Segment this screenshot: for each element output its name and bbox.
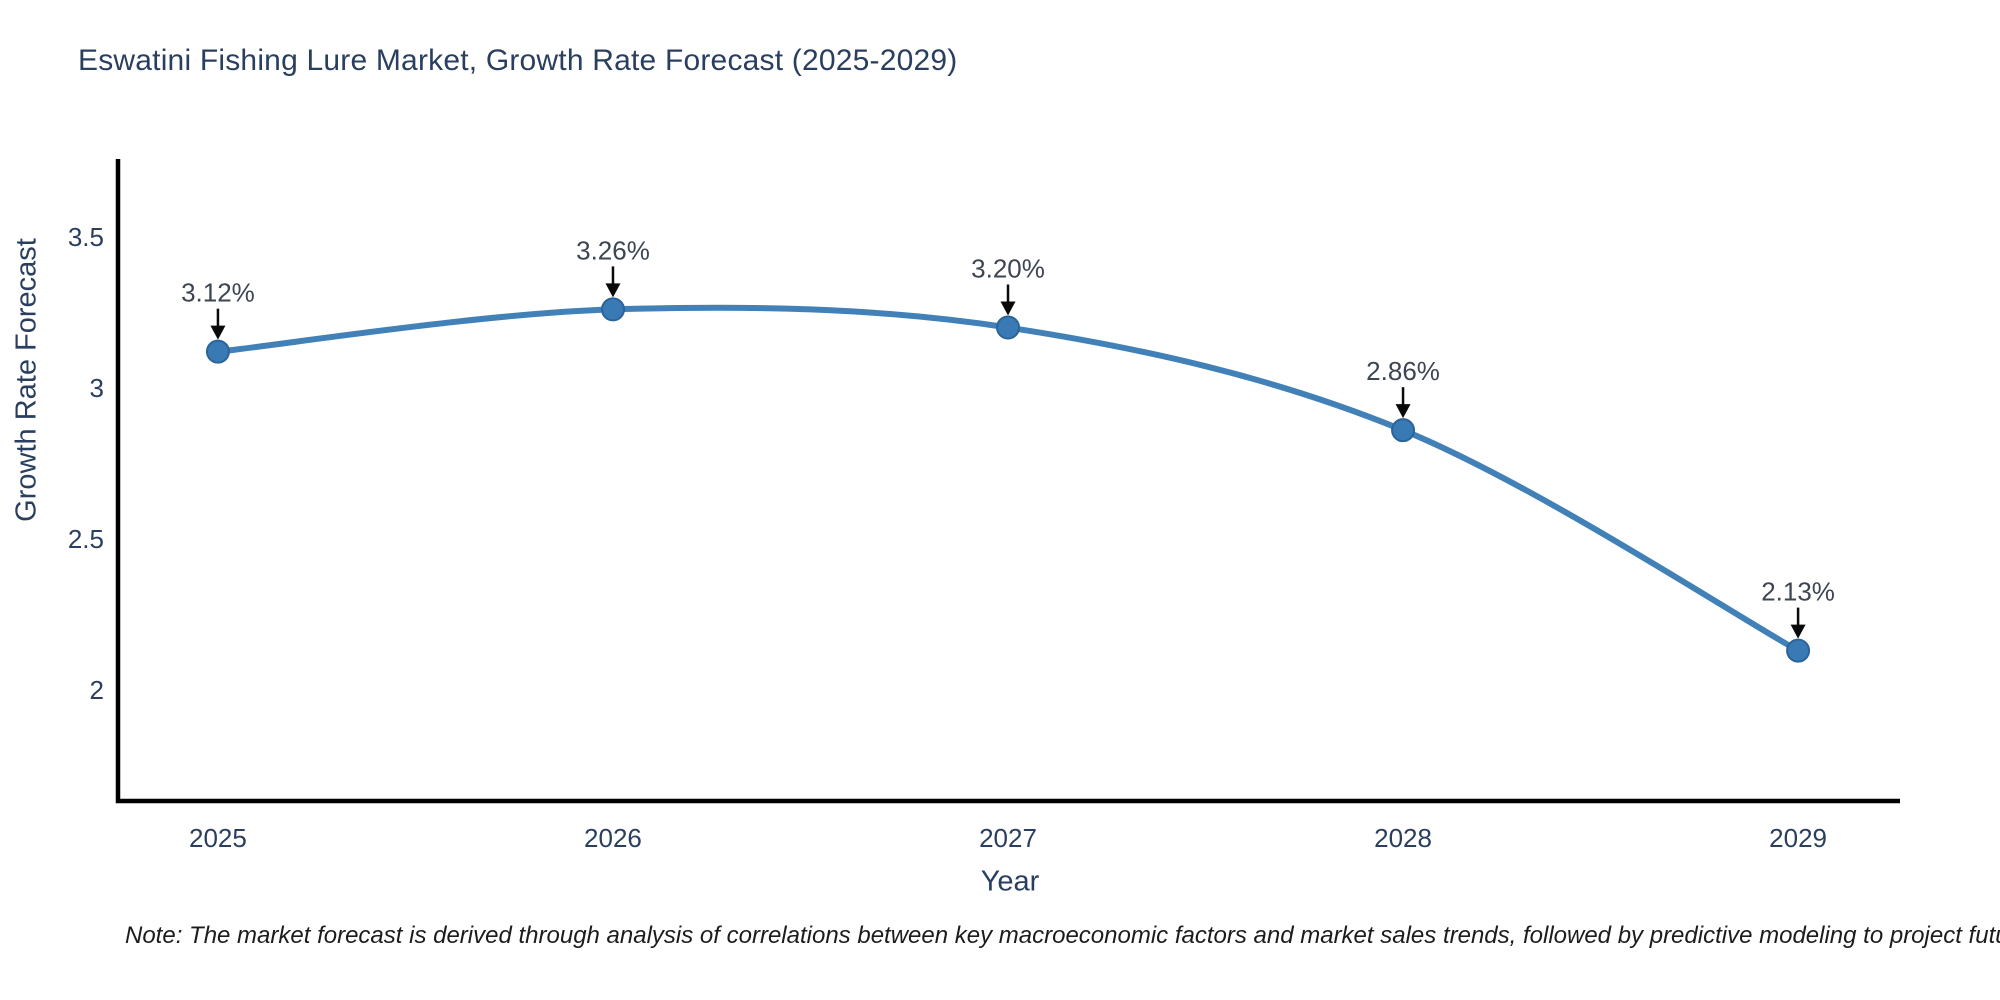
- x-tick-label: 2027: [979, 823, 1037, 853]
- trend-line: [214, 304, 1802, 654]
- y-tick-label: 2: [90, 675, 104, 705]
- y-tick-label: 2.5: [68, 524, 104, 554]
- y-tick-label: 3: [90, 373, 104, 403]
- data-point-2026[interactable]: [600, 297, 625, 322]
- data-point-2027[interactable]: [996, 315, 1021, 340]
- annotation-arrowhead-icon: [1790, 624, 1806, 639]
- chart-title: Eswatini Fishing Lure Market, Growth Rat…: [78, 44, 958, 77]
- y-axis-title: Growth Rate Forecast: [10, 238, 43, 522]
- point-annotation: 2.13%: [1761, 577, 1835, 607]
- x-tick-label: 2029: [1769, 823, 1827, 853]
- data-point-2029[interactable]: [1786, 638, 1811, 663]
- annotation-arrowhead-icon: [605, 283, 621, 298]
- y-tick-label: 3.5: [68, 222, 104, 252]
- annotation-arrowhead-icon: [1395, 404, 1411, 419]
- footnote: Note: The market forecast is derived thr…: [125, 922, 2000, 949]
- annotation-arrowhead-icon: [1000, 301, 1016, 316]
- x-axis-title: Year: [980, 865, 1040, 898]
- point-annotation: 3.12%: [181, 278, 255, 308]
- x-tick-label: 2026: [584, 823, 642, 853]
- point-annotation: 3.26%: [576, 235, 650, 265]
- annotation-arrowhead-icon: [210, 325, 226, 340]
- data-point-2025[interactable]: [205, 339, 230, 364]
- x-tick-label: 2028: [1374, 823, 1432, 853]
- axis-lines: [115, 159, 1900, 804]
- point-annotation: 2.86%: [1366, 356, 1440, 386]
- data-point-2028[interactable]: [1391, 418, 1416, 443]
- point-annotation: 3.20%: [971, 254, 1045, 284]
- x-tick-label: 2025: [189, 823, 247, 853]
